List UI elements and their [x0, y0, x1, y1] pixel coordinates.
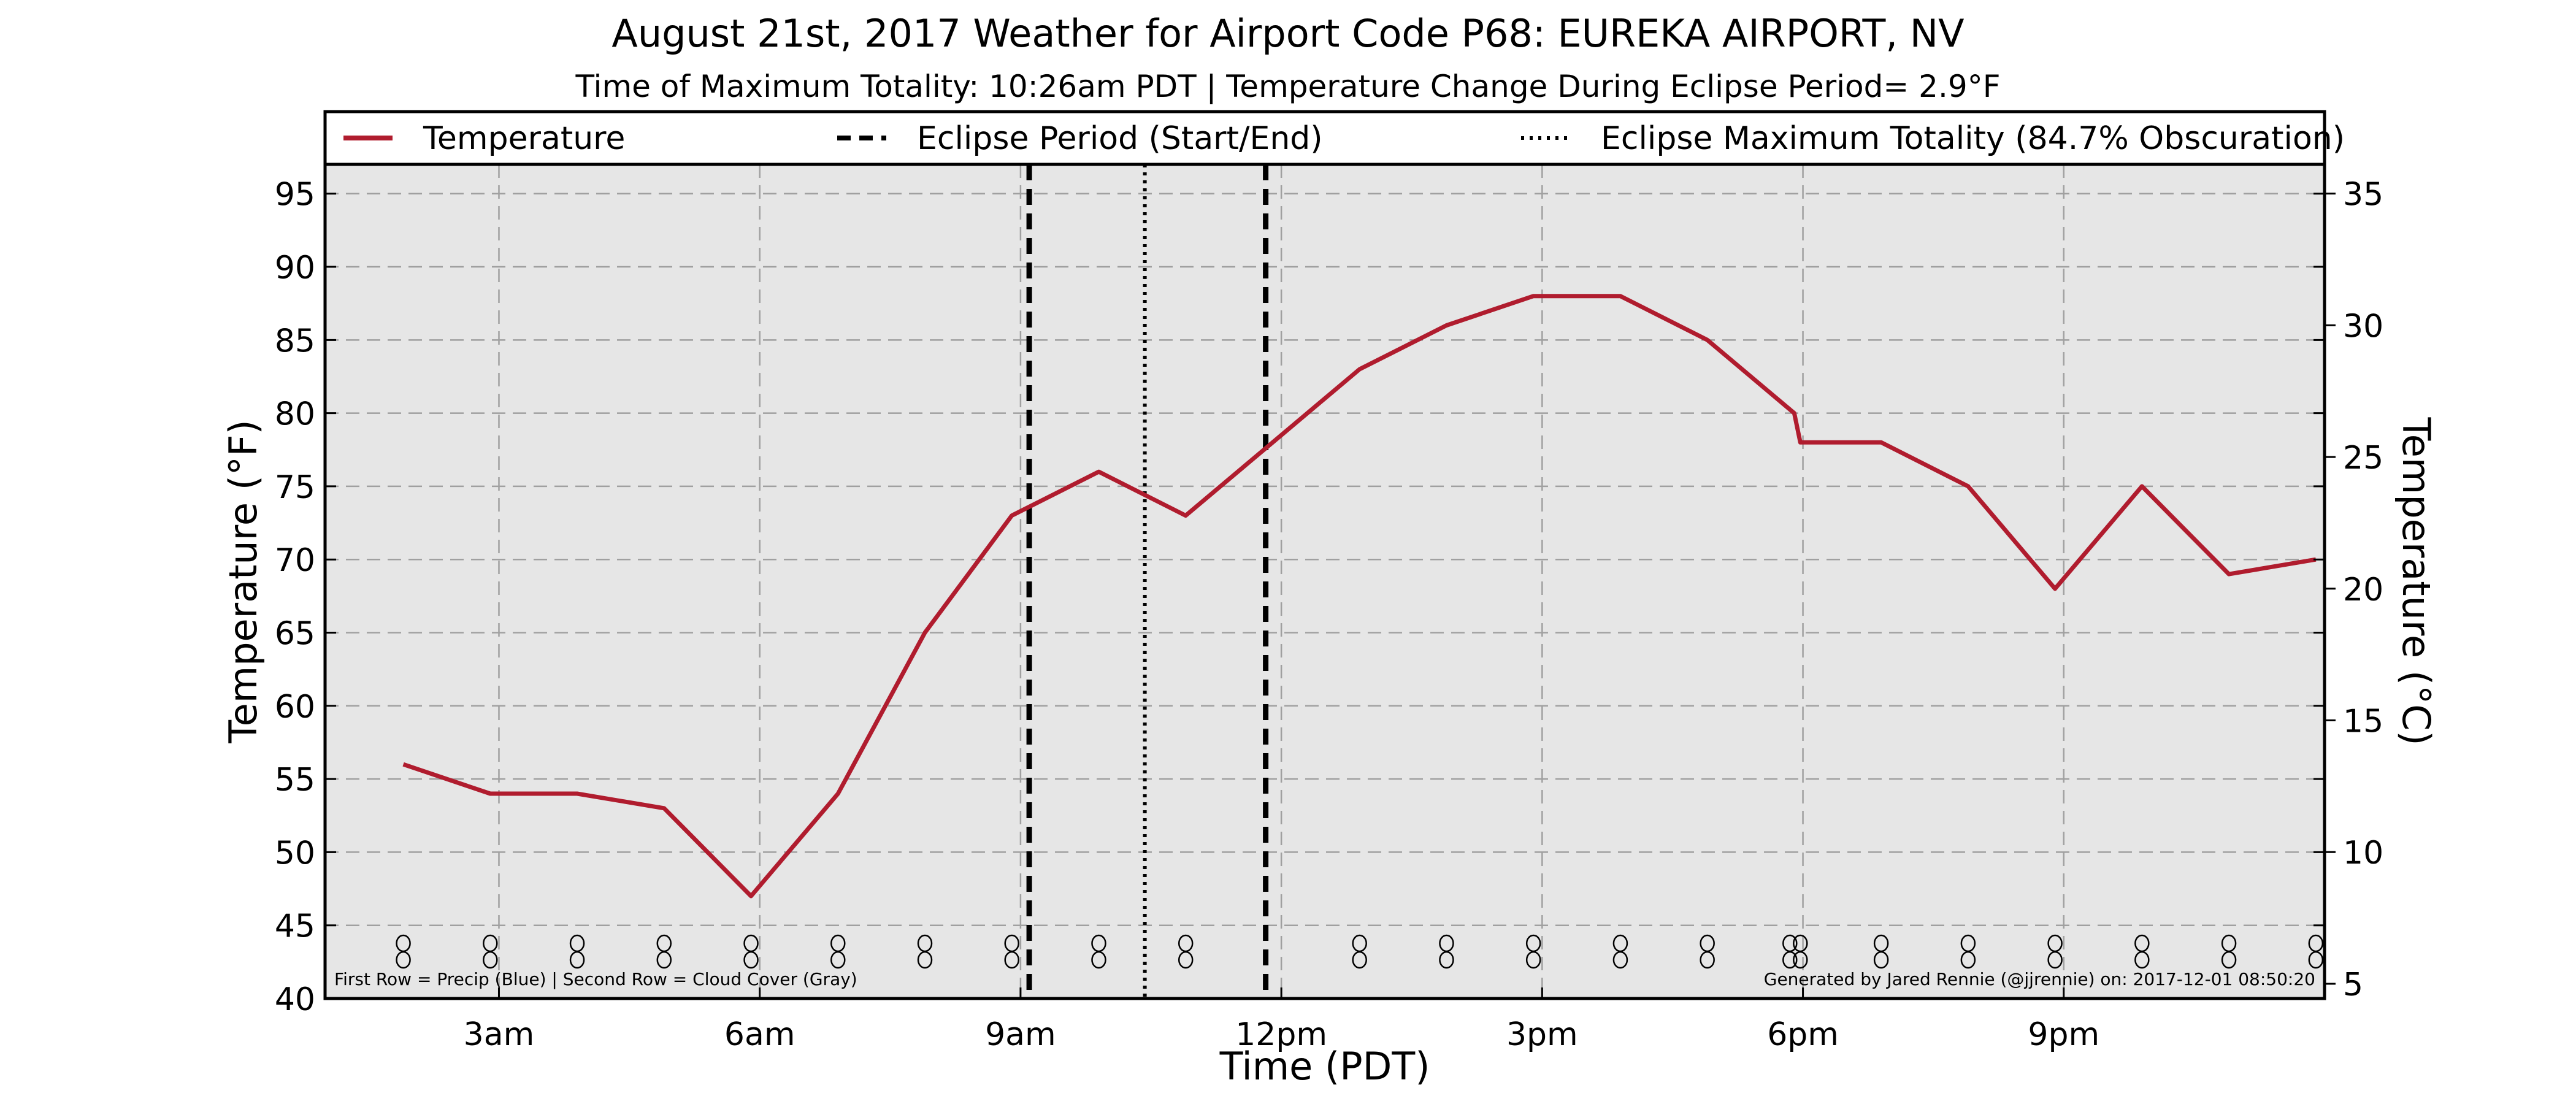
y-right-tick-label: 30 [2343, 308, 2383, 345]
cloud-cover-symbol [917, 951, 933, 969]
cloud-cover-symbol [743, 951, 759, 969]
x-tick-label: 9am [985, 1016, 1056, 1053]
plot-area [325, 164, 2325, 999]
x-tick-label: 6am [724, 1016, 795, 1053]
cloud-cover-symbol [830, 951, 846, 969]
y-tick-label: 85 [275, 323, 315, 359]
cloud-cover-symbol [483, 951, 498, 969]
legend-label: Eclipse Maximum Totality (84.7% Obscurat… [1601, 120, 2345, 157]
cloud-cover-symbol [1439, 951, 1454, 969]
y-tick-label: 45 [275, 908, 315, 945]
x-tick-label: 3pm [1506, 1016, 1578, 1053]
eclipse-markers [1026, 164, 1269, 999]
x-tick-label: 6pm [1767, 1016, 1839, 1053]
y-tick-label: 70 [275, 542, 315, 579]
y-right-tick-label: 5 [2343, 967, 2363, 1003]
y-axis-label-right: Temperature (°C) [2394, 416, 2439, 745]
cloud-cover-symbol [1178, 951, 1194, 969]
x-tick-label: 12pm [1235, 1016, 1327, 1053]
station-symbols [396, 934, 2324, 969]
cloud-cover-symbol [656, 951, 672, 969]
y-right-tick-label: 35 [2343, 177, 2383, 213]
y-right-tick-label: 25 [2343, 440, 2383, 477]
series-lines [402, 294, 2317, 899]
legend-box [323, 110, 2326, 166]
cloud-cover-symbol [569, 951, 585, 969]
legend: Temperature Eclipse Period (Start/End) Ecl… [323, 110, 2345, 166]
cloud-cover-symbol [1793, 951, 1808, 969]
x-tick-label: 3am [464, 1016, 535, 1053]
y-tick-label: 50 [275, 835, 315, 872]
cloud-cover-symbol [1525, 951, 1541, 969]
y-tick-label: 55 [275, 762, 315, 799]
cloud-cover-symbol [1960, 951, 1976, 969]
cloud-cover-symbol [396, 951, 411, 969]
cloud-cover-symbol [1873, 951, 1889, 969]
cloud-cover-symbol [2221, 951, 2237, 969]
y-axis-right-ticks: 5 10 15 20 25 30 35 [2325, 177, 2383, 1003]
cloud-cover-symbol [1004, 951, 1019, 969]
y-tick-label: 40 [275, 981, 315, 1018]
cloud-cover-symbol [2308, 951, 2324, 969]
temperature-line [402, 294, 2317, 899]
legend-label: Eclipse Period (Start/End) [917, 120, 1323, 157]
x-axis-ticks: 3am 6am 9am 12pm 3pm 6pm 9pm [464, 987, 2099, 1053]
cloud-cover-symbol [2134, 951, 2150, 969]
y-axis-left-ticks: 40 45 50 55 60 65 70 75 80 85 90 95 [275, 177, 2325, 1018]
y-right-tick-label: 15 [2343, 703, 2383, 740]
y-right-tick-label: 10 [2343, 835, 2383, 872]
cloud-cover-symbol [1612, 951, 1628, 969]
chart-title: August 21st, 2017 Weather for Airport Co… [611, 11, 1964, 56]
y-right-tick-label: 20 [2343, 572, 2383, 608]
footnote-left: First Row = Precip (Blue) | Second Row =… [334, 969, 857, 989]
y-tick-label: 75 [275, 469, 315, 506]
cloud-cover-symbol [1700, 951, 1715, 969]
y-tick-label: 65 [275, 616, 315, 653]
y-tick-label: 80 [275, 396, 315, 433]
cloud-cover-symbol [1352, 951, 1367, 969]
cloud-cover-symbol [1091, 951, 1106, 969]
legend-label: Temperature [423, 120, 625, 157]
cloud-cover-symbol [2047, 951, 2063, 969]
chart-subtitle: Time of Maximum Totality: 10:26am PDT | … [575, 69, 2001, 104]
footnote-right: Generated by Jared Rennie (@jjrennie) on… [1764, 969, 2315, 989]
x-tick-label: 9pm [2028, 1016, 2099, 1053]
y-tick-label: 90 [275, 250, 315, 286]
y-tick-label: 60 [275, 689, 315, 726]
cloud-cover-symbol [1782, 951, 1798, 969]
y-axis-label-left: Temperature (°F) [221, 420, 266, 743]
x-axis-label: Time (PDT) [1219, 1044, 1430, 1089]
y-tick-label: 95 [275, 177, 315, 213]
